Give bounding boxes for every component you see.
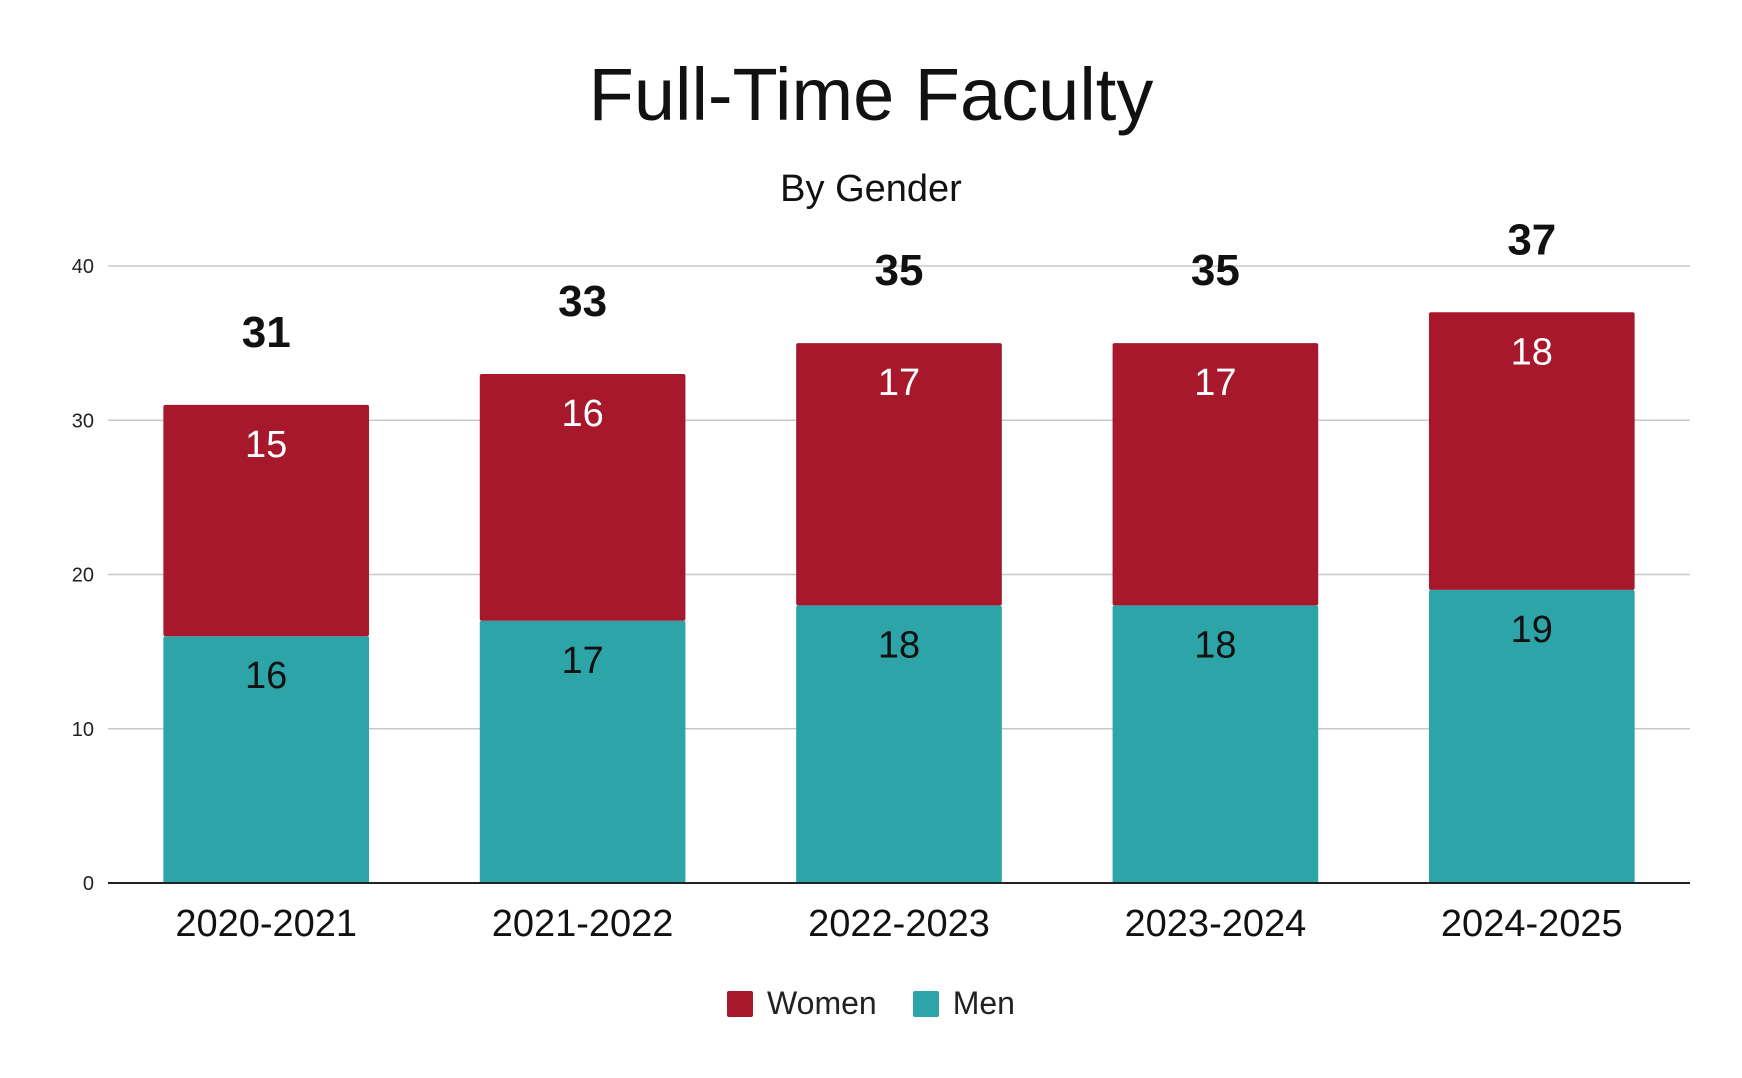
- y-tick-label: 40: [72, 256, 94, 278]
- bar-total-label: 35: [1191, 246, 1240, 295]
- bar-value-label-women: 15: [245, 424, 287, 466]
- legend-item-men: Men: [912, 985, 1015, 1022]
- x-tick-label: 2023-2024: [1125, 903, 1307, 945]
- bar-men: [1428, 589, 1635, 883]
- legend-swatch: [727, 990, 754, 1017]
- bar-women: [796, 343, 1002, 606]
- legend-label: Men: [952, 985, 1015, 1021]
- x-tick-label: 2021-2022: [492, 903, 674, 945]
- bar-value-label-men: 18: [1194, 624, 1236, 666]
- y-tick-label: 0: [83, 873, 94, 895]
- bar-women: [1428, 312, 1635, 590]
- bar-women: [479, 373, 686, 621]
- chart-legend: Women Men: [0, 985, 1742, 1022]
- bar-value-label-women: 16: [561, 393, 603, 435]
- bar-value-label-women: 18: [1511, 331, 1553, 373]
- bar-men: [1112, 605, 1319, 883]
- legend-swatch: [912, 990, 939, 1017]
- y-tick-label: 20: [72, 565, 94, 587]
- bar-men: [796, 605, 1002, 883]
- bar-value-label-men: 18: [878, 624, 920, 666]
- x-tick-label: 2022-2023: [808, 903, 990, 945]
- bar-men: [479, 620, 686, 883]
- bar-total-label: 33: [558, 277, 607, 326]
- legend-label: Women: [767, 985, 877, 1021]
- bar-value-label-men: 17: [561, 640, 603, 682]
- chart-subtitle: By Gender: [780, 168, 962, 210]
- y-tick-label: 10: [72, 719, 94, 741]
- x-tick-label: 2020-2021: [175, 903, 357, 945]
- chart-title: Full-Time Faculty: [588, 53, 1154, 136]
- bar-value-label-women: 17: [878, 362, 920, 404]
- bar-total-label: 37: [1507, 215, 1556, 264]
- bar-women: [1112, 343, 1319, 606]
- x-tick-label: 2024-2025: [1441, 903, 1623, 945]
- bar-men: [163, 636, 370, 883]
- bar-total-label: 35: [875, 246, 924, 295]
- bar-total-label: 31: [242, 308, 291, 357]
- bar-value-label-women: 17: [1194, 362, 1236, 404]
- bar-value-label-men: 16: [245, 655, 287, 697]
- bar-women: [163, 404, 370, 637]
- bar-value-label-men: 19: [1511, 609, 1553, 651]
- y-tick-label: 30: [72, 410, 94, 432]
- legend-item-women: Women: [727, 985, 877, 1022]
